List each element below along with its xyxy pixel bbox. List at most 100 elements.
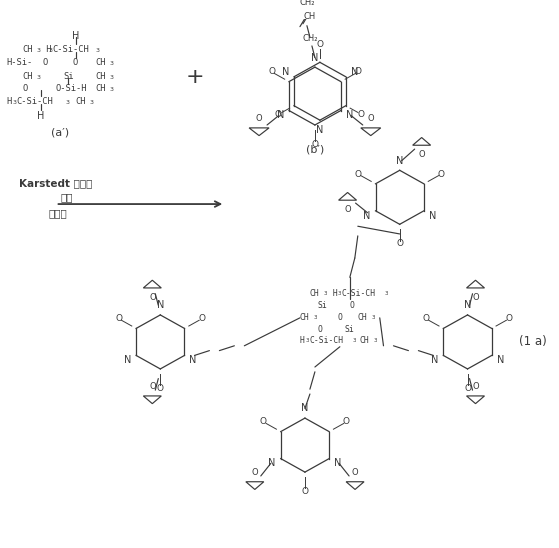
Text: O: O [275, 110, 282, 119]
Text: CH: CH [96, 72, 106, 81]
Text: CH: CH [75, 97, 86, 106]
Text: O: O [396, 239, 403, 248]
Text: +: + [186, 67, 205, 87]
Text: C-Si-CH: C-Si-CH [310, 336, 344, 345]
Text: O: O [438, 170, 444, 179]
Text: O: O [73, 59, 78, 67]
Text: 3: 3 [338, 291, 342, 296]
Text: 3: 3 [372, 315, 375, 320]
Text: O: O [42, 59, 48, 67]
Text: CH: CH [96, 84, 106, 94]
Text: O: O [268, 67, 275, 77]
Text: N: N [496, 355, 504, 366]
Text: 3: 3 [65, 100, 69, 105]
Text: H: H [328, 289, 338, 298]
Text: (1 a): (1 a) [519, 335, 547, 349]
Text: O: O [318, 324, 323, 334]
Text: O: O [472, 293, 479, 302]
Text: C-Si-CH: C-Si-CH [17, 97, 54, 106]
Text: N: N [464, 300, 471, 310]
Text: CH: CH [358, 313, 368, 322]
Text: 3: 3 [36, 75, 41, 80]
Text: O: O [149, 382, 155, 391]
Text: O: O [23, 84, 28, 94]
Text: 3: 3 [110, 87, 113, 93]
Text: O: O [311, 140, 319, 149]
Text: O: O [149, 293, 155, 302]
Text: CH: CH [310, 289, 320, 298]
Text: O: O [354, 67, 362, 77]
Text: O: O [472, 382, 479, 391]
Text: CH: CH [96, 59, 106, 67]
Text: N: N [396, 156, 404, 165]
Text: O: O [157, 384, 164, 393]
Text: 3: 3 [374, 338, 377, 343]
Text: (a′): (a′) [51, 128, 70, 138]
Text: O: O [350, 301, 355, 310]
Text: O: O [115, 315, 122, 323]
Text: 3: 3 [89, 100, 93, 105]
Text: N: N [346, 110, 353, 121]
Text: Si: Si [64, 72, 74, 81]
Text: O: O [260, 418, 267, 426]
Text: 3: 3 [306, 338, 310, 343]
Text: 3: 3 [96, 48, 100, 53]
Text: Karstedt 催化剂: Karstedt 催化剂 [18, 178, 92, 188]
Text: O: O [252, 468, 258, 477]
Text: 3: 3 [324, 291, 328, 296]
Text: N: N [363, 210, 371, 221]
Text: O: O [505, 315, 513, 323]
Text: N: N [431, 355, 438, 366]
Text: N: N [316, 125, 324, 135]
Text: CH: CH [23, 45, 33, 54]
Text: O: O [464, 384, 471, 393]
Text: O: O [316, 41, 324, 49]
Text: 3: 3 [110, 61, 113, 66]
Text: H: H [72, 31, 79, 41]
Text: 3: 3 [13, 100, 17, 105]
Text: Si: Si [345, 324, 354, 334]
Text: N: N [157, 300, 164, 310]
Text: O-Si-H: O-Si-H [55, 84, 87, 94]
Text: O: O [355, 170, 362, 179]
Text: O: O [367, 114, 374, 123]
Text: N: N [301, 403, 309, 413]
Text: 3: 3 [49, 48, 53, 53]
Text: N: N [282, 67, 289, 77]
Text: C-Si-CH: C-Si-CH [53, 45, 89, 54]
Text: 加热: 加热 [60, 192, 73, 203]
Text: O: O [338, 313, 343, 322]
Text: O: O [198, 315, 205, 323]
Text: CH₂: CH₂ [302, 34, 318, 43]
Text: CH: CH [360, 336, 369, 345]
Text: N: N [350, 67, 358, 77]
Text: O: O [343, 418, 350, 426]
Text: O: O [352, 468, 358, 477]
Text: O: O [301, 487, 309, 496]
Text: CH₂: CH₂ [299, 0, 315, 7]
Text: O: O [256, 114, 262, 123]
Text: 3: 3 [36, 48, 41, 53]
Text: 3: 3 [353, 338, 356, 343]
Text: N: N [429, 210, 436, 221]
Text: N: N [268, 459, 276, 469]
Text: H: H [41, 45, 51, 54]
Text: O: O [418, 150, 425, 159]
Text: H: H [300, 336, 305, 345]
Text: Si: Si [318, 301, 328, 310]
Text: H: H [36, 111, 44, 121]
Text: N: N [190, 355, 197, 366]
Text: O: O [358, 110, 365, 119]
Text: 3: 3 [110, 75, 113, 80]
Text: O: O [344, 205, 351, 214]
Text: CH: CH [23, 72, 33, 81]
Text: O: O [423, 315, 429, 323]
Text: N: N [334, 459, 342, 469]
Text: (b′): (b′) [306, 144, 324, 155]
Text: 3: 3 [385, 291, 389, 296]
Text: CH: CH [304, 12, 316, 21]
Text: N: N [311, 53, 319, 62]
Text: 3: 3 [314, 315, 318, 320]
Text: N: N [277, 110, 284, 121]
Text: N: N [124, 355, 131, 366]
